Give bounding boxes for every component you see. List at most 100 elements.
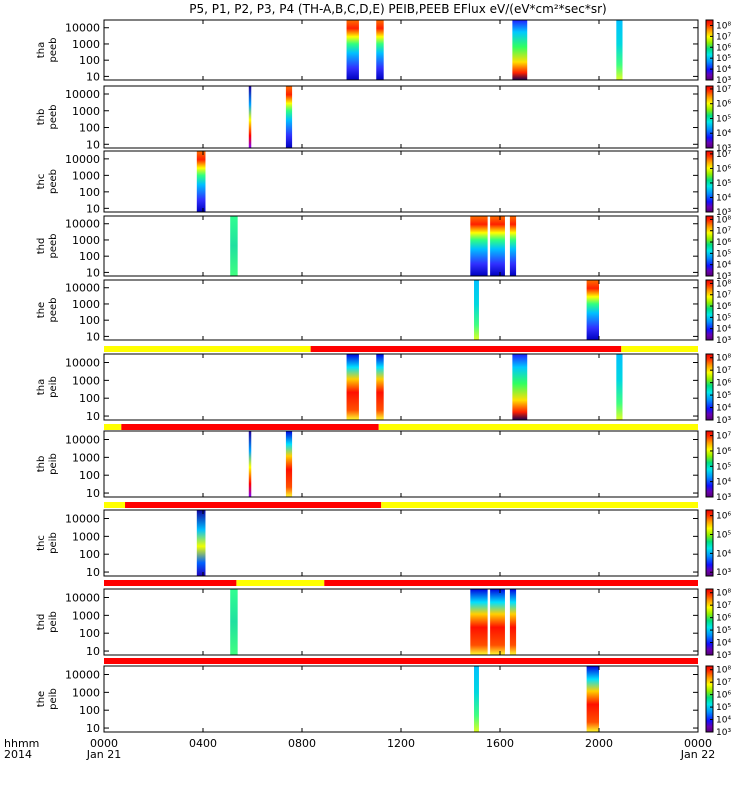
colorbar-tick-label: 10³ bbox=[716, 76, 731, 86]
spectrogram-burst bbox=[230, 589, 238, 655]
panel-product-label: peib bbox=[48, 453, 59, 475]
spectrogram-burst bbox=[616, 354, 623, 420]
y-tick-label: 10 bbox=[86, 138, 100, 151]
panel-background bbox=[104, 666, 698, 732]
spectrogram-burst bbox=[230, 216, 238, 276]
colorbar-tick-label: 10⁴ bbox=[716, 193, 731, 203]
y-tick-label: 100 bbox=[79, 54, 100, 67]
mode-bar-segment bbox=[104, 580, 237, 586]
panel-product-label: peeb bbox=[48, 234, 59, 259]
x-axis-year-label: 2014 bbox=[4, 748, 32, 761]
spectrogram-burst bbox=[285, 431, 293, 497]
y-tick-label: 10000 bbox=[65, 434, 100, 447]
colorbar-tick-label: 10⁵ bbox=[716, 179, 731, 189]
colorbar-tick-label: 10⁷ bbox=[716, 291, 731, 301]
colorbar-tick-label: 10⁴ bbox=[716, 261, 731, 271]
y-tick-label: 1000 bbox=[72, 105, 100, 118]
colorbar-tick-label: 10⁴ bbox=[716, 129, 731, 139]
y-tick-label: 10000 bbox=[65, 513, 100, 526]
colorbar bbox=[705, 279, 714, 341]
colorbar-tick-label: 10⁴ bbox=[716, 65, 731, 75]
panel-background bbox=[104, 431, 698, 497]
colorbar-tick-label: 10⁵ bbox=[716, 531, 731, 541]
colorbar-tick-label: 10⁷ bbox=[716, 432, 731, 442]
colorbar-tick-label: 10⁸ bbox=[716, 666, 731, 676]
mode-bar bbox=[104, 424, 698, 430]
panel-probe-label: the bbox=[36, 302, 47, 318]
spectrogram-burst bbox=[196, 510, 206, 576]
colorbar bbox=[705, 85, 714, 149]
colorbar-tick-label: 10⁶ bbox=[716, 691, 731, 701]
y-tick-label: 10000 bbox=[65, 282, 100, 295]
colorbar-tick-label: 10⁷ bbox=[716, 227, 731, 237]
colorbar-tick-label: 10³ bbox=[716, 728, 731, 738]
panel-thd-peib: 10 100 1000 10000 thd peib 10³ 10⁴ 10⁵ 10⁶ 10⁷ 10⁸ bbox=[36, 588, 731, 661]
colorbar-tick-label: 10⁷ bbox=[716, 601, 731, 611]
y-tick-label: 100 bbox=[79, 704, 100, 717]
panel-probe-label: thb bbox=[36, 456, 47, 473]
panel-tha-peib: 10 100 1000 10000 tha peib 10³ 10⁴ 10⁵ 10⁶ 10⁷ 10⁸ bbox=[36, 353, 731, 426]
colorbar bbox=[705, 150, 714, 213]
panel-thb-peib: 10 100 1000 10000 thb peib 10³ 10⁴ 10⁵ 10⁶ 10⁷ bbox=[36, 430, 731, 503]
x-axis-label: hhmm bbox=[4, 737, 39, 750]
colorbar-tick-label: 10⁶ bbox=[716, 238, 731, 248]
panel-product-label: peeb bbox=[48, 169, 59, 194]
panel-probe-label: thd bbox=[36, 238, 47, 255]
mode-bar-segment bbox=[104, 346, 311, 352]
colorbar-tick-label: 10⁵ bbox=[716, 703, 731, 713]
colorbar-tick-label: 10⁵ bbox=[716, 54, 731, 64]
y-tick-label: 1000 bbox=[72, 686, 100, 699]
panel-thc-peib: 10 100 1000 10000 thc peib 10³ 10⁴ 10⁵ 10⁶ bbox=[36, 509, 731, 579]
y-tick-label: 1000 bbox=[72, 451, 100, 464]
colorbar-tick-label: 10⁷ bbox=[716, 366, 731, 376]
spectrogram-burst bbox=[509, 216, 517, 276]
colorbar-tick-label: 10³ bbox=[716, 416, 731, 426]
colorbar bbox=[705, 588, 714, 656]
panel-product-label: peib bbox=[48, 611, 59, 633]
mode-bar-segment bbox=[104, 502, 126, 508]
mode-bar bbox=[104, 658, 698, 664]
mode-bar-segment bbox=[378, 424, 698, 430]
colorbar-tick-label: 10⁴ bbox=[716, 325, 731, 335]
panel-product-label: peib bbox=[48, 688, 59, 710]
colorbar-tick-label: 10⁶ bbox=[716, 43, 731, 53]
colorbar-tick-label: 10³ bbox=[716, 144, 731, 154]
spectrogram-burst bbox=[346, 354, 359, 420]
y-tick-label: 10 bbox=[86, 722, 100, 735]
colorbar-tick-label: 10⁴ bbox=[716, 478, 731, 488]
colorbar-tick-label: 10⁵ bbox=[716, 626, 731, 636]
x-tick-date-label: Jan 22 bbox=[680, 748, 715, 761]
y-tick-label: 10 bbox=[86, 487, 100, 500]
y-tick-label: 100 bbox=[79, 627, 100, 640]
panel-background bbox=[104, 86, 698, 148]
spectrogram-burst bbox=[490, 216, 505, 276]
colorbar-tick-label: 10³ bbox=[716, 493, 731, 503]
spectrogram-burst bbox=[470, 589, 488, 655]
mode-bar bbox=[104, 502, 698, 508]
spectrogram-burst bbox=[285, 86, 293, 148]
colorbar-tick-label: 10⁷ bbox=[716, 678, 731, 688]
colorbar-tick-label: 10⁶ bbox=[716, 100, 731, 110]
y-tick-label: 10 bbox=[86, 330, 100, 343]
colorbar-tick-label: 10⁶ bbox=[716, 447, 731, 457]
colorbar-tick-label: 10⁴ bbox=[716, 639, 731, 649]
spectrogram-burst bbox=[490, 589, 505, 655]
panel-probe-label: the bbox=[36, 691, 47, 707]
mode-bar-segment bbox=[121, 424, 379, 430]
colorbar-tick-label: 10⁶ bbox=[716, 512, 731, 522]
panel-background bbox=[104, 589, 698, 655]
spectrogram-burst bbox=[376, 354, 384, 420]
x-tick-date-label: Jan 21 bbox=[86, 748, 121, 761]
figure-title: P5, P1, P2, P3, P4 (TH-A,B,C,D,E) PEIB,P… bbox=[189, 2, 606, 16]
y-tick-label: 100 bbox=[79, 122, 100, 135]
spectrogram-burst bbox=[346, 20, 359, 80]
x-tick-label: 0400 bbox=[189, 737, 217, 750]
panel-background bbox=[104, 151, 698, 212]
colorbar-tick-label: 10⁶ bbox=[716, 379, 731, 389]
colorbar-tick-label: 10⁶ bbox=[716, 614, 731, 624]
colorbar-tick-label: 10³ bbox=[716, 651, 731, 661]
panel-background bbox=[104, 510, 698, 576]
